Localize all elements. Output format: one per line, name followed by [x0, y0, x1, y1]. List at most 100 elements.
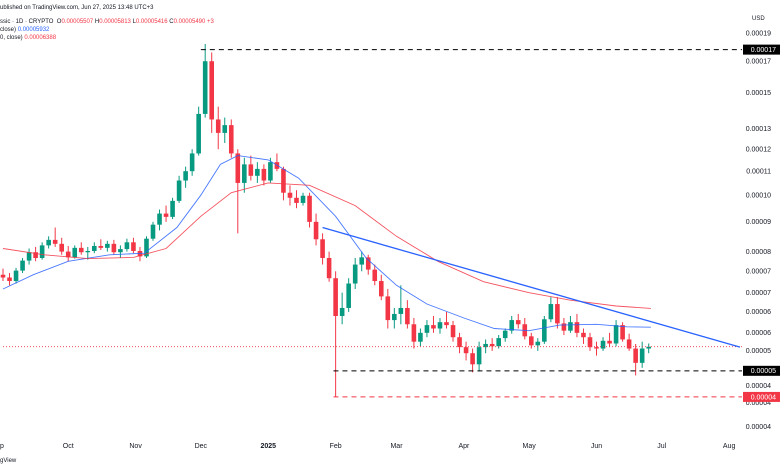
price-marker-box: [743, 365, 780, 376]
candle-body: [463, 347, 469, 354]
change-value: +3: [207, 19, 214, 25]
candle-body: [633, 348, 638, 363]
y-tick-label: 0.00015: [746, 90, 771, 97]
ma-slow-value: 0.00006388: [24, 35, 57, 41]
candle-body: [92, 245, 97, 251]
x-tick-label: Apr: [458, 443, 470, 450]
candle-body: [105, 243, 110, 248]
candle-body: [307, 195, 312, 222]
candle-body: [437, 322, 443, 329]
candle-body: [411, 324, 417, 342]
candle-body: [587, 337, 593, 348]
ma-fast-label: close): [0, 27, 17, 33]
candle-body: [215, 119, 221, 133]
candle-body: [352, 264, 358, 284]
y-tick-label: 0.00013: [746, 126, 771, 133]
candle-body: [646, 346, 651, 349]
candle-body: [528, 336, 534, 346]
price-marker-label: 0.00017: [751, 47, 776, 54]
candle-body: [33, 252, 38, 258]
y-tick-label: 0.00007: [746, 290, 771, 297]
y-tick-label: 0.00006: [746, 309, 771, 316]
symbol-label: ssic · 1D · CRYPTO: [0, 19, 54, 25]
candle-body: [509, 320, 515, 331]
y-tick-label: 0.00005: [746, 348, 771, 355]
candle-body: [385, 296, 391, 321]
candle-body: [346, 283, 351, 308]
candle-body: [444, 322, 449, 326]
x-tick-label: Aug: [723, 443, 736, 450]
price-marker-box: [743, 44, 780, 55]
candle-body: [542, 319, 547, 342]
candle-body: [548, 304, 554, 320]
candle-body: [78, 247, 84, 253]
candle-body: [26, 252, 32, 261]
candle-body: [281, 168, 286, 193]
candle-body: [457, 337, 462, 348]
candle-body: [235, 153, 241, 183]
candle-body: [470, 353, 475, 365]
candle-body: [365, 257, 371, 270]
y-tick-label: 0.00004: [746, 383, 771, 390]
candle-body: [72, 247, 78, 258]
candle-body: [300, 195, 306, 203]
candle-body: [52, 239, 58, 244]
candle-body: [639, 348, 645, 363]
candle-body: [98, 245, 104, 248]
candle-body: [287, 192, 293, 198]
candle-body: [333, 278, 338, 316]
candle-body: [7, 277, 12, 282]
candle-body: [150, 224, 156, 239]
ma-slow-line: [2, 182, 651, 309]
candle-body: [189, 153, 195, 172]
candle-body: [535, 341, 541, 346]
candle-body: [502, 330, 508, 339]
y-tick-label: 0.00011: [746, 168, 771, 175]
candle-body: [261, 168, 267, 181]
candle-body: [620, 325, 625, 340]
price-marker-label: 0.00005: [751, 368, 776, 375]
close-label: C: [169, 19, 174, 25]
open-label: O: [56, 19, 62, 25]
candle-body: [294, 197, 299, 203]
candle-body: [157, 213, 162, 225]
candle-body: [85, 250, 91, 253]
x-tick-label: Jun: [591, 443, 602, 450]
candle-body: [600, 340, 606, 349]
candle-body: [118, 249, 123, 253]
candle-body: [59, 243, 64, 252]
candle-body: [255, 168, 260, 176]
trendline: [322, 226, 741, 348]
candle-body: [561, 323, 567, 331]
moving-averages: [2, 155, 651, 332]
candle-body: [39, 245, 45, 258]
candle-body: [313, 221, 319, 240]
y-tick-label: 0.00004: [746, 400, 771, 407]
candle-body: [450, 325, 456, 338]
candle-body: [555, 304, 560, 324]
y-tick-label: 0.00007: [746, 268, 771, 275]
y-tick-label: 0.00009: [746, 219, 771, 226]
y-axis: 0.00019 0.00017 0.00015 0.00013 0.00012 0.000…: [743, 30, 780, 431]
x-tick-label: Nov: [129, 443, 142, 450]
x-tick-label: Jul: [657, 443, 666, 450]
candle-body: [20, 260, 25, 271]
candle-body: [431, 325, 436, 329]
candle-body: [489, 343, 495, 347]
candle-body: [13, 270, 19, 282]
open-value: 0.00005507: [61, 19, 94, 25]
candle-body: [202, 61, 208, 114]
candle-body: [163, 213, 169, 217]
x-tick-label: Feb: [330, 443, 342, 450]
x-tick-label: Dec: [195, 443, 208, 450]
candle-body: [626, 339, 632, 349]
candle-body: [248, 164, 254, 176]
y-tick-label: 0.00010: [746, 192, 771, 199]
y-tick-label: 0.00019: [746, 30, 771, 37]
price-marker-label: 0.00004: [751, 394, 776, 401]
candle-body: [515, 320, 521, 325]
x-tick-label: 2025: [260, 443, 276, 450]
watermark: gView: [0, 458, 17, 464]
